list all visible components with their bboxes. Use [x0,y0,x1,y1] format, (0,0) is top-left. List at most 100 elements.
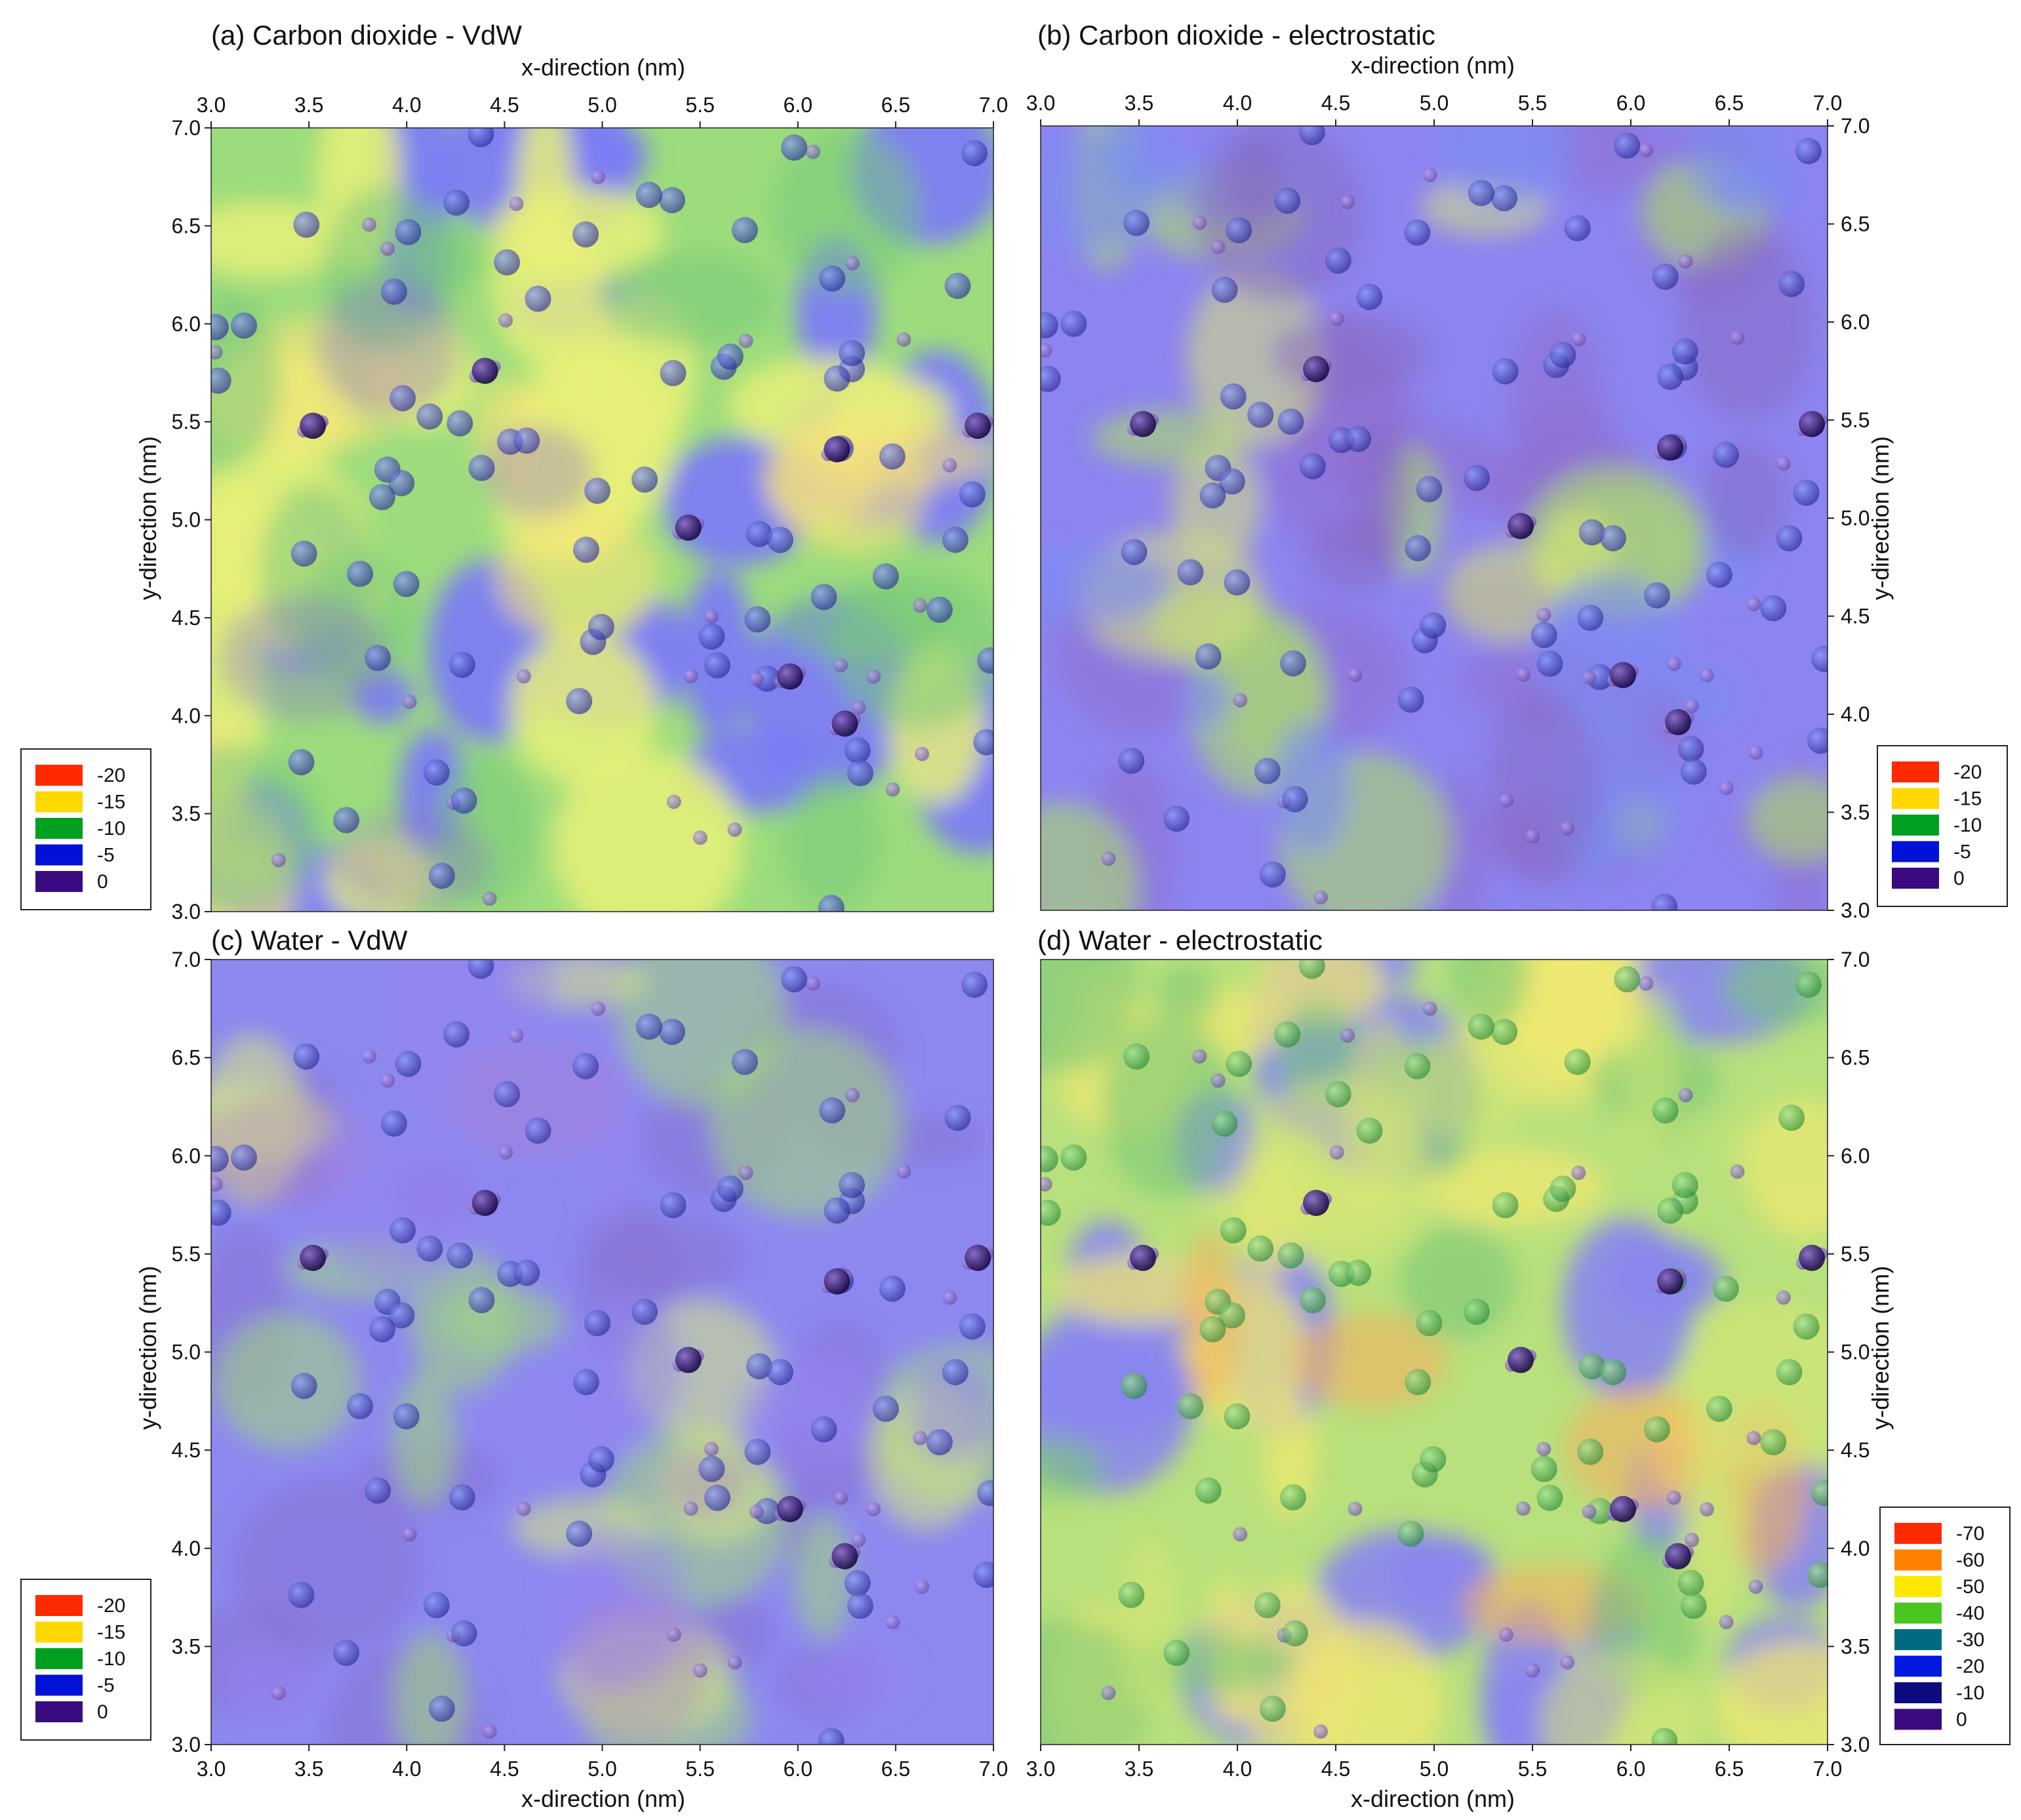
atom-marker [1405,535,1431,561]
x-tick-label: 5.0 [588,1757,616,1781]
heatmap-region [1041,545,1171,622]
x-tick-label: 5.5 [685,1757,714,1781]
heatmap-region [1715,1640,1828,1745]
molecule-center [300,413,327,439]
y-tick-label: 4.5 [1841,1438,1870,1462]
panel-d: 3.0 3.5 4.0 4.5 5.0 5.5 6.0 6.5 7.03.03.54.04.55… [1026,948,1870,1781]
atom-marker [1582,670,1597,685]
atom-marker [1760,595,1787,622]
atom-marker [1678,1087,1693,1102]
atom-marker [1226,216,1252,243]
panel-a: 3.0 3.5 4.0 4.5 5.0 5.5 6.0 6.5 7.03.03.54.04.55… [172,93,1009,923]
heatmap-region [1041,803,1140,910]
atoms-layer [211,128,993,912]
legend-label: -5 [1953,841,1971,863]
atom-marker [447,410,473,437]
heatmap-area [1041,960,1828,1745]
heatmap-region [1748,776,1828,863]
heatmap-region [1352,419,1412,569]
atom-marker [1211,239,1226,254]
atom-marker [1515,1501,1531,1516]
atom-marker [1577,604,1604,631]
atom-marker [1564,1049,1591,1076]
atom-marker [819,1097,846,1124]
panel-b: 3.0 3.5 4.0 4.5 5.0 5.5 6.0 6.5 7.0 3.0 3.5 4.0 4.5 5… [1026,91,1870,922]
atom-marker [1192,215,1207,230]
atom-marker [1118,1581,1145,1608]
atom-marker [1463,464,1490,491]
x-tick-label: 6.0 [784,1757,812,1781]
heatmap-area [211,128,993,912]
atom-marker [1233,1527,1248,1542]
atom-marker [1680,758,1707,785]
y-tick-label: 6.0 [1841,310,1870,334]
atom-marker [879,443,906,470]
atom-marker [1807,727,1828,754]
atom-marker [977,1480,993,1507]
heatmap-region [1538,1648,1699,1745]
heatmap-region [1202,1166,1392,1236]
atom-marker [566,687,593,714]
atom-marker [1101,851,1116,866]
atom-marker [288,1581,315,1608]
atom-marker [704,609,719,624]
y-tick-label: 5.0 [1841,506,1870,530]
heatmap-region [1268,313,1430,395]
atom-marker [1224,1403,1251,1430]
atom-marker [1060,310,1087,337]
atom-marker [211,345,223,360]
atom-marker [959,481,986,508]
atom-marker [395,218,422,245]
atom-marker [572,221,599,248]
atom-marker [1298,960,1325,979]
legend-label: -5 [97,1675,115,1697]
atom-marker [1811,1480,1828,1507]
x-tick-label: 6.0 [1616,91,1645,115]
atom-marker [1277,1242,1304,1269]
heatmap-region [1680,1299,1828,1472]
heatmap-region [1041,1439,1106,1501]
atom-marker [416,403,443,430]
atom-marker [944,1104,971,1131]
molecule-center [1610,662,1636,689]
legend-swatch [35,1621,83,1643]
atom-marker [211,367,231,394]
atom-marker [973,729,993,756]
x-tick-label: 3.5 [294,93,323,117]
y-tick-label: 5.0 [172,508,201,532]
atom-marker [847,759,873,786]
heatmap-field [1041,126,1828,910]
atom-marker [1498,793,1513,808]
atom-marker [1123,1043,1150,1070]
x-tick-label: 6.5 [881,1757,910,1781]
atom-marker [1550,342,1576,369]
x-tick-label: 5.5 [1518,1757,1547,1781]
atom-marker [872,1395,899,1422]
atom-marker [1639,142,1654,157]
atom-marker [516,1501,531,1516]
atom-marker [879,1275,906,1302]
atom-marker [293,1043,320,1070]
heatmap-region [439,1286,565,1355]
atom-marker [1397,686,1424,713]
atom-marker [1274,1021,1301,1048]
atom-marker [1614,966,1641,993]
atom-marker [781,134,808,161]
atom-marker [591,169,606,184]
molecule-center [1508,512,1534,539]
molecule-center [1303,1190,1329,1217]
legend-swatch [35,765,83,786]
atom-marker [402,694,417,709]
legend-swatch [35,791,83,813]
atom-marker [1776,1290,1791,1305]
atom-marker [525,1117,551,1144]
legend-swatch [35,818,83,839]
atom-marker [1515,667,1531,682]
atom-marker [1778,1104,1805,1131]
atom-marker [1329,1144,1344,1160]
molecule-center [965,1244,991,1271]
molecule-center [1130,1244,1156,1271]
atom-marker [1491,1019,1518,1045]
atom-marker [1492,358,1519,385]
atom-marker [767,1359,793,1386]
